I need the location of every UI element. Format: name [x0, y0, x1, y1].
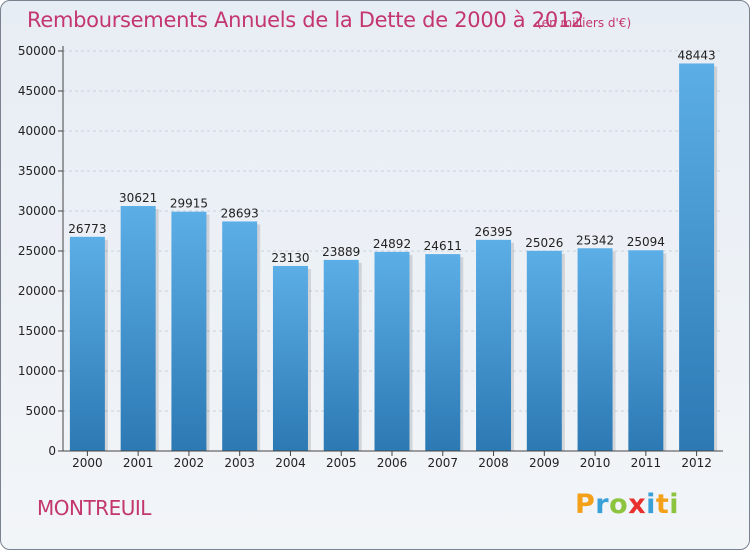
bar-value-label: 29915: [170, 197, 208, 211]
bar-2006: [374, 251, 410, 451]
x-tick-label: 2001: [123, 456, 154, 470]
y-tick-label: 25000: [18, 244, 56, 258]
bar-2009: [526, 250, 562, 451]
bar-value-label: 30621: [119, 191, 157, 205]
bar-value-label: 24611: [424, 239, 462, 253]
bar-value-label: 24892: [373, 237, 411, 251]
bar-value-label: 26395: [474, 225, 512, 239]
y-tick-label: 30000: [18, 204, 56, 218]
chart-subtitle: (en milliers d'€): [537, 16, 632, 30]
proxiti-logo: Proxiti: [575, 489, 679, 520]
bar-2005: [323, 259, 359, 451]
bar-value-label: 25342: [576, 233, 614, 247]
y-tick-label: 50000: [18, 44, 56, 58]
logo-letter: x: [628, 489, 647, 520]
bar-2000: [69, 236, 105, 451]
y-tick-label: 35000: [18, 164, 56, 178]
bar-value-label: 48443: [678, 48, 716, 62]
x-tick-label: 2000: [72, 456, 103, 470]
bar-2007: [425, 254, 461, 451]
x-tick-label: 2002: [174, 456, 205, 470]
bar-value-label: 26773: [68, 222, 106, 236]
x-tick-label: 2010: [580, 456, 611, 470]
logo-letter: i: [669, 489, 680, 520]
bar-value-label: 25094: [627, 235, 665, 249]
x-tick-label: 2007: [427, 456, 458, 470]
chart-title: Remboursements Annuels de la Dette de 20…: [27, 8, 584, 32]
x-tick-label: 2009: [529, 456, 560, 470]
bar-2003: [222, 221, 258, 451]
x-tick-label: 2004: [275, 456, 306, 470]
bar-value-label: 23889: [322, 245, 360, 259]
x-tick-label: 2008: [478, 456, 509, 470]
bar-2002: [171, 211, 207, 451]
bar-2010: [577, 248, 613, 451]
y-tick-label: 5000: [25, 404, 56, 418]
logo-letter: t: [655, 489, 670, 520]
y-tick-label: 0: [48, 444, 56, 458]
bar-2001: [120, 206, 156, 451]
x-tick-label: 2012: [681, 456, 712, 470]
bars: 26773 30621 29915 28693 23130 23889 24892 24611…: [68, 48, 718, 452]
logo-letter: r: [595, 489, 610, 520]
bar-2012: [679, 63, 715, 452]
y-tick-label: 20000: [18, 284, 56, 298]
x-tick-label: 2005: [326, 456, 357, 470]
x-tick-label: 2003: [224, 456, 255, 470]
bar-2011: [628, 250, 664, 451]
y-tick-label: 15000: [18, 324, 56, 338]
y-tick-label: 10000: [18, 364, 56, 378]
bar-value-label: 23130: [271, 251, 309, 265]
city-name: MONTREUIL: [37, 496, 151, 520]
bar-value-label: 25026: [525, 236, 563, 250]
y-tick-label: 40000: [18, 124, 56, 138]
bar-value-label: 28693: [221, 206, 259, 220]
bar-2008: [476, 239, 512, 451]
logo-letter: i: [646, 489, 656, 520]
axes: 0 5000 10000 15000 20000 25000 30000 35000 40000…: [18, 44, 723, 470]
x-tick-label: 2006: [377, 456, 408, 470]
logo-letter: P: [575, 489, 596, 520]
x-tick-label: 2011: [631, 456, 662, 470]
logo-letter: o: [609, 489, 629, 520]
bar-2004: [272, 265, 308, 451]
y-tick-label: 45000: [18, 84, 56, 98]
